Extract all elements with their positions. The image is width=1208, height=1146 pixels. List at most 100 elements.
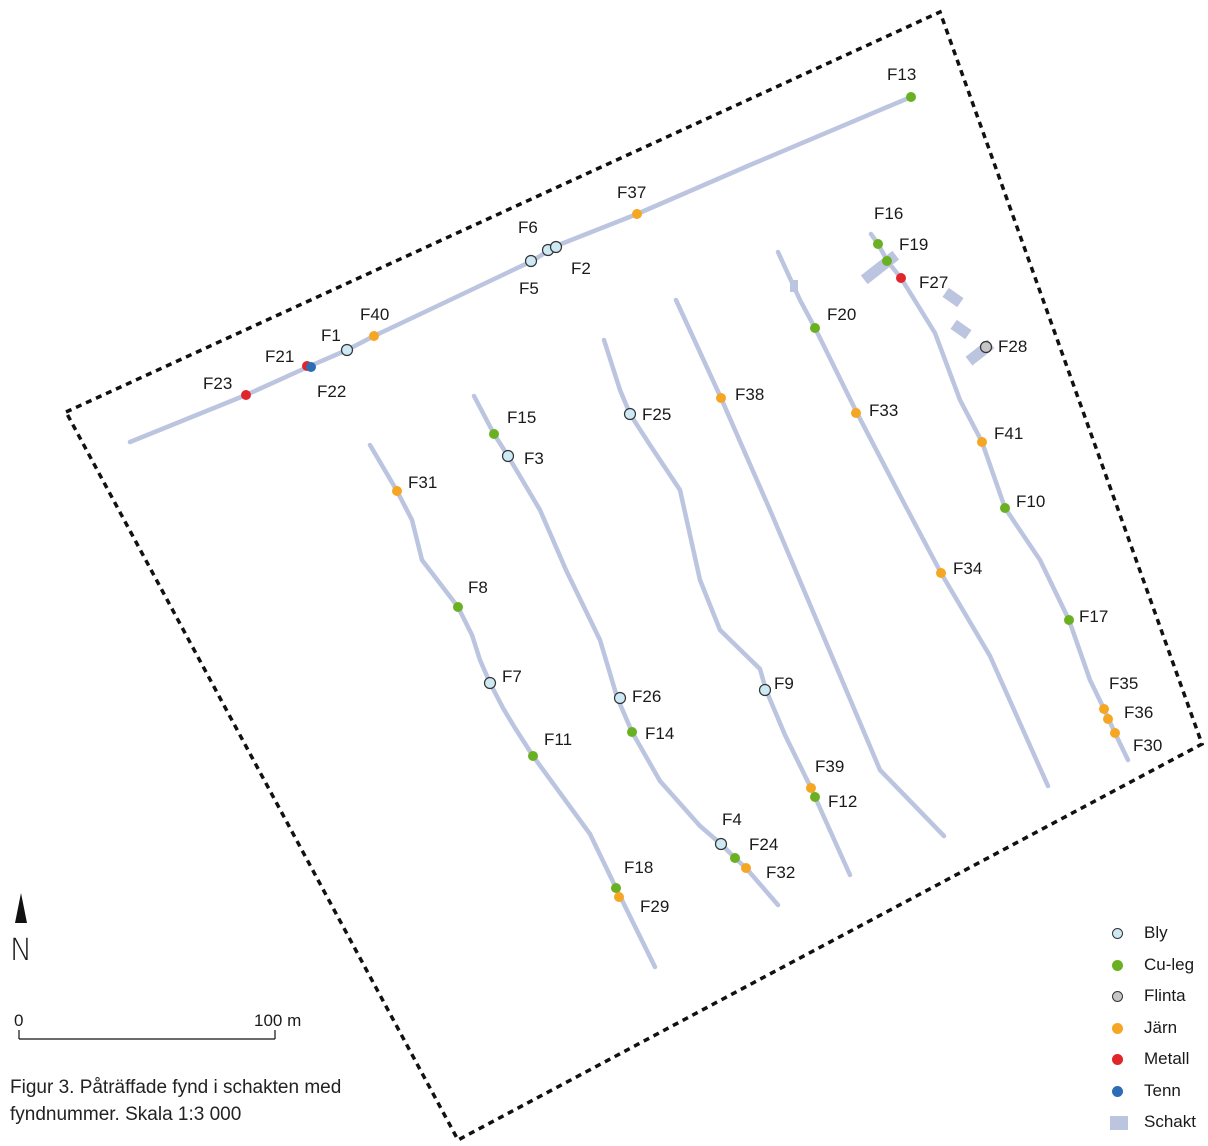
find-marker-f11 <box>528 751 538 761</box>
find-label-f32: F32 <box>766 863 795 882</box>
find-label-f39: F39 <box>815 757 844 776</box>
find-marker-f29 <box>614 892 624 902</box>
find-label-f12: F12 <box>828 792 857 811</box>
find-marker-f8 <box>453 602 463 612</box>
legend-label: Bly <box>1144 923 1168 942</box>
find-marker-f27 <box>896 273 906 283</box>
figure-caption: Figur 3. Påträffade fynd i schakten med … <box>10 1074 430 1128</box>
find-label-f23: F23 <box>203 374 232 393</box>
flinta-marker-icon <box>1112 991 1123 1002</box>
find-marker-f10 <box>1000 503 1010 513</box>
find-label-f13: F13 <box>887 65 916 84</box>
trench-line <box>775 249 1051 789</box>
find-label-f21: F21 <box>265 347 294 366</box>
legend-label: Tenn <box>1144 1080 1181 1100</box>
find-marker-f4 <box>714 837 728 851</box>
find-marker-f14 <box>627 727 637 737</box>
legend-label: Schakt <box>1144 1112 1196 1131</box>
find-marker-f26 <box>613 691 627 705</box>
find-label-f10: F10 <box>1016 492 1045 511</box>
trench-block <box>790 280 798 292</box>
scale-bar-end-label: 100 m <box>254 1011 301 1030</box>
find-label-f7: F7 <box>502 667 522 686</box>
find-marker-f31 <box>392 486 402 496</box>
find-marker-f28 <box>979 340 993 354</box>
find-label-f14: F14 <box>645 724 674 743</box>
find-label-f16: F16 <box>874 204 903 223</box>
find-marker-f23 <box>241 390 251 400</box>
find-label-f3: F3 <box>524 449 544 468</box>
legend-label: Flinta <box>1144 986 1186 1005</box>
trench-block <box>950 319 972 340</box>
find-marker-f1 <box>340 343 354 357</box>
find-marker-f17 <box>1064 615 1074 625</box>
trench-line <box>673 297 947 839</box>
find-label-f1: F1 <box>321 326 341 345</box>
find-label-f37: F37 <box>617 183 646 202</box>
find-marker-f13 <box>906 92 916 102</box>
find-marker-f25 <box>623 407 637 421</box>
jarn-marker-icon <box>1112 1022 1123 1034</box>
find-marker-f5 <box>524 254 538 268</box>
find-label-f35: F35 <box>1109 674 1138 693</box>
find-marker-f15 <box>489 429 499 439</box>
finds-layer <box>241 92 1120 902</box>
find-label-f19: F19 <box>899 235 928 254</box>
culeg-marker-icon <box>1112 959 1123 971</box>
find-marker-f12 <box>810 792 820 802</box>
find-label-f18: F18 <box>624 858 653 877</box>
legend-label: Metall <box>1144 1049 1190 1068</box>
legend-label: Järn <box>1144 1017 1178 1037</box>
find-marker-f2 <box>549 240 563 254</box>
find-marker-f36 <box>1103 714 1113 724</box>
find-marker-f22 <box>306 362 316 372</box>
find-label-f31: F31 <box>408 473 437 492</box>
schakt-swatch-icon <box>1110 1116 1128 1130</box>
bly-marker-icon <box>1112 928 1123 939</box>
find-marker-f39 <box>806 783 816 793</box>
legend-item-metall: Metall <box>1110 1046 1206 1078</box>
legend-item-culeg: Cu-leg <box>1110 952 1206 984</box>
find-label-f26: F26 <box>632 687 661 706</box>
find-label-f6: F6 <box>518 218 538 237</box>
tenn-marker-icon <box>1112 1085 1123 1097</box>
find-marker-f35 <box>1099 704 1109 714</box>
find-label-f38: F38 <box>735 385 764 404</box>
scale-bar-start-label: 0 <box>14 1011 23 1030</box>
find-label-f25: F25 <box>642 405 671 424</box>
caption-line-1: Figur 3. Påträffade fynd i schakten med <box>10 1077 342 1098</box>
trenches-layer <box>127 94 1131 970</box>
find-label-f30: F30 <box>1133 736 1162 755</box>
find-label-f20: F20 <box>827 305 856 324</box>
metall-marker-icon <box>1112 1054 1123 1065</box>
legend-item-tenn: Tenn <box>1110 1078 1206 1110</box>
find-label-f11: F11 <box>544 730 572 749</box>
trench-line <box>367 442 658 970</box>
legend-item-flinta: Flinta <box>1110 983 1206 1015</box>
find-label-f9: F9 <box>774 674 794 693</box>
find-marker-f7 <box>483 676 497 690</box>
find-marker-f30 <box>1110 728 1120 738</box>
find-label-f24: F24 <box>749 835 778 854</box>
find-label-f8: F8 <box>468 578 488 597</box>
north-arrow-icon <box>15 893 27 923</box>
trench-line <box>127 94 914 445</box>
north-arrow-label: N <box>10 933 32 968</box>
find-marker-f41 <box>977 437 987 447</box>
find-label-f34: F34 <box>953 559 982 578</box>
find-label-f33: F33 <box>869 401 898 420</box>
find-marker-f18 <box>611 883 621 893</box>
find-label-f29: F29 <box>640 897 669 916</box>
legend-item-schakt: Schakt <box>1110 1109 1206 1141</box>
find-label-f28: F28 <box>998 337 1027 356</box>
find-label-f41: F41 <box>994 424 1023 443</box>
find-marker-f38 <box>716 393 726 403</box>
map-legend: Bly Cu-leg Flinta Järn Metall Tenn Schak… <box>1110 920 1206 1141</box>
find-marker-f24 <box>730 853 740 863</box>
north-arrow: N <box>10 893 32 968</box>
caption-line-2: fyndnummer. Skala 1:3 000 <box>10 1104 242 1125</box>
find-label-f17: F17 <box>1079 607 1108 626</box>
legend-item-jarn: Järn <box>1110 1015 1206 1047</box>
legend-label: Cu-leg <box>1144 954 1195 974</box>
find-marker-f16 <box>873 239 883 249</box>
